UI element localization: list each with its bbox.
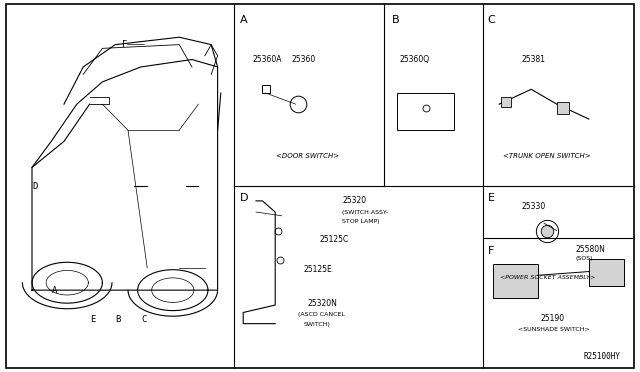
Text: 25125E: 25125E — [304, 265, 333, 274]
Text: 25125C: 25125C — [320, 235, 349, 244]
Text: <TRUNK OPEN SWITCH>: <TRUNK OPEN SWITCH> — [504, 153, 591, 159]
Text: 25330: 25330 — [522, 202, 546, 211]
Text: 25360: 25360 — [291, 55, 316, 64]
Text: 25580N: 25580N — [576, 245, 606, 254]
Text: (ASCD CANCEL: (ASCD CANCEL — [298, 312, 344, 317]
Text: <SUNSHADE SWITCH>: <SUNSHADE SWITCH> — [518, 327, 590, 332]
FancyBboxPatch shape — [589, 259, 624, 286]
Text: 25320: 25320 — [342, 196, 367, 205]
Text: (SOS): (SOS) — [576, 256, 593, 261]
Text: E: E — [488, 193, 495, 203]
Text: A: A — [240, 15, 248, 25]
Text: F: F — [122, 40, 127, 49]
Text: 25190: 25190 — [541, 314, 565, 323]
FancyBboxPatch shape — [493, 264, 538, 298]
Text: D: D — [33, 182, 38, 190]
Text: D: D — [240, 193, 248, 203]
Text: SWITCH): SWITCH) — [304, 322, 331, 327]
Text: B: B — [392, 15, 399, 25]
Text: 25360Q: 25360Q — [400, 55, 430, 64]
Text: 25320N: 25320N — [307, 299, 337, 308]
Text: B: B — [116, 315, 121, 324]
Text: C: C — [488, 15, 495, 25]
Text: 25360A: 25360A — [253, 55, 282, 64]
Text: <POWER SOCKET ASSEMBLY>: <POWER SOCKET ASSEMBLY> — [500, 275, 595, 280]
Text: C: C — [141, 315, 147, 324]
Text: E: E — [90, 315, 95, 324]
Text: A: A — [52, 286, 57, 295]
Text: R25100HY: R25100HY — [584, 352, 621, 361]
Text: F: F — [488, 246, 494, 256]
Text: <DOOR SWITCH>: <DOOR SWITCH> — [276, 153, 339, 159]
Text: 25381: 25381 — [522, 55, 545, 64]
Text: STOP LAMP): STOP LAMP) — [342, 219, 380, 224]
Text: (SWITCH ASSY-: (SWITCH ASSY- — [342, 209, 388, 215]
